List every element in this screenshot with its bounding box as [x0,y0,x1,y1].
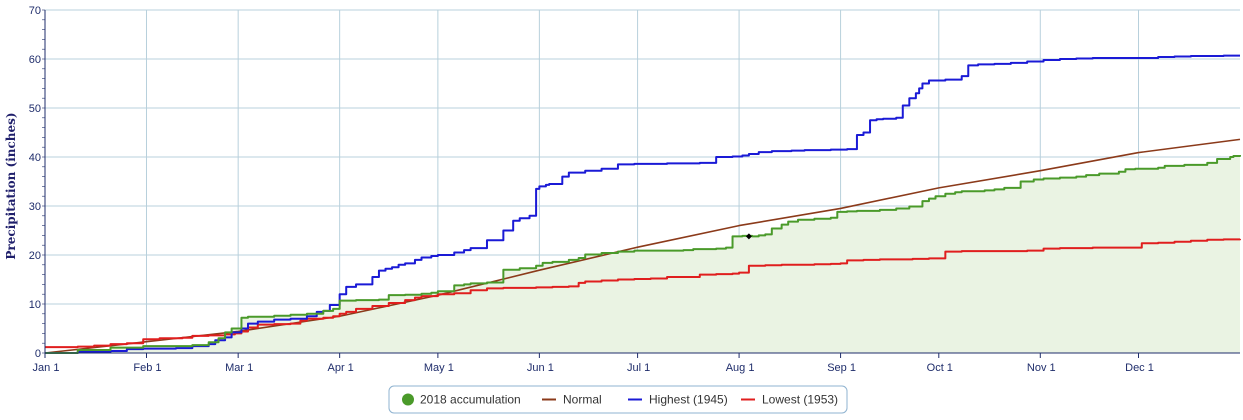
x-tick-label: Sep 1 [827,362,856,374]
x-tick-label: Dec 1 [1125,362,1154,374]
x-tick-label: Jul 1 [627,362,650,374]
legend-swatch-circle [402,393,414,406]
x-tick-label: Aug 1 [726,362,755,374]
x-tick-label: Jun 1 [527,362,554,374]
legend-label: 2018 accumulation [420,393,521,407]
legend-item-normal[interactable]: Normal [542,393,602,407]
legend[interactable]: 2018 accumulation Normal Highest (1945) Low… [388,385,848,414]
legend-item-highest[interactable]: Highest (1945) [628,393,728,407]
accumulation-area-fill [45,155,1240,353]
y-tick-label: 70 [29,5,41,17]
data-point-marker [745,233,752,240]
y-tick-label: 10 [29,299,41,311]
y-tick-label: 60 [29,54,41,66]
axes: 0 10 20 30 40 50 60 70 Jan 1 Feb 1 Mar 1 Apr 1 May 1… [29,5,1240,374]
legend-label: Normal [563,393,602,407]
y-tick-label: 40 [29,152,41,164]
legend-item-lowest[interactable]: Lowest (1953) [741,393,838,407]
x-tick-label: Feb 1 [133,362,161,374]
y-tick-label: 30 [29,201,41,213]
y-tick-label: 0 [35,348,41,360]
legend-label: Lowest (1953) [762,393,838,407]
series-line-accumulation [45,155,1241,354]
y-tick-label: 50 [29,103,41,115]
accumulation-area [45,155,1240,353]
y-tick-label: 20 [29,250,41,262]
x-tick-label: Mar 1 [225,362,253,374]
legend-label: Highest (1945) [649,393,728,407]
y-axis-title: Precipitation (inches) [4,112,18,259]
series-lines [44,54,1241,354]
legend-item-accumulation[interactable]: 2018 accumulation [402,393,521,407]
legend-box [388,385,848,414]
x-tick-label: May 1 [424,362,454,374]
x-tick-label: Nov 1 [1027,362,1056,374]
x-tick-label: Oct 1 [927,362,953,374]
x-tick-label: Jan 1 [33,362,60,374]
series-line-highest [45,54,1240,354]
x-tick-label: Apr 1 [328,362,354,374]
